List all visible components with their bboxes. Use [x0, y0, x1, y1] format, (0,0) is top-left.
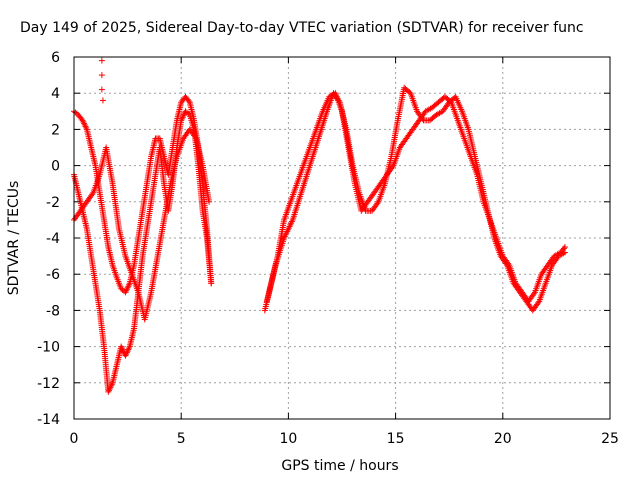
y-tick-label: 2 [51, 122, 60, 138]
y-tick-label: -4 [46, 231, 60, 247]
outlier-point [98, 57, 105, 64]
chart-title: Day 149 of 2025, Sidereal Day-to-day VTE… [20, 20, 584, 36]
y-tick-label: 6 [51, 50, 60, 66]
x-axis-title: GPS time / hours [281, 458, 398, 474]
y-tick-label: -8 [46, 303, 60, 319]
data-point [561, 244, 568, 251]
data-point [185, 97, 192, 104]
x-tick-label: 5 [177, 431, 186, 447]
outlier-point [98, 72, 105, 79]
axis-ticks: 0 5 10 15 20 25 -14 -12 -10 -8 -6 -4 -2 0 2 4 6 [37, 50, 619, 447]
x-tick-label: 15 [387, 431, 405, 447]
data-point [73, 110, 80, 117]
y-tick-label: -10 [37, 340, 60, 356]
outlier-point [98, 86, 105, 93]
data-point [560, 245, 567, 252]
y-tick-label: 4 [51, 86, 60, 102]
y-tick-label: -14 [37, 412, 60, 428]
y-tick-label: -12 [37, 376, 60, 392]
outlier-point [99, 97, 106, 104]
x-tick-label: 0 [70, 431, 79, 447]
y-tick-label: -6 [46, 267, 60, 283]
data-point [206, 198, 213, 205]
data-point [185, 110, 192, 117]
data-point [208, 280, 215, 287]
data-points [71, 57, 568, 395]
y-axis-title: SDTVAR / TECUs [6, 181, 22, 296]
x-tick-label: 25 [601, 431, 619, 447]
x-tick-label: 20 [494, 431, 512, 447]
y-tick-label: 0 [51, 159, 60, 175]
x-tick-label: 10 [279, 431, 297, 447]
grid-lines [74, 57, 610, 419]
data-point [561, 249, 568, 256]
y-tick-label: -2 [46, 195, 60, 211]
